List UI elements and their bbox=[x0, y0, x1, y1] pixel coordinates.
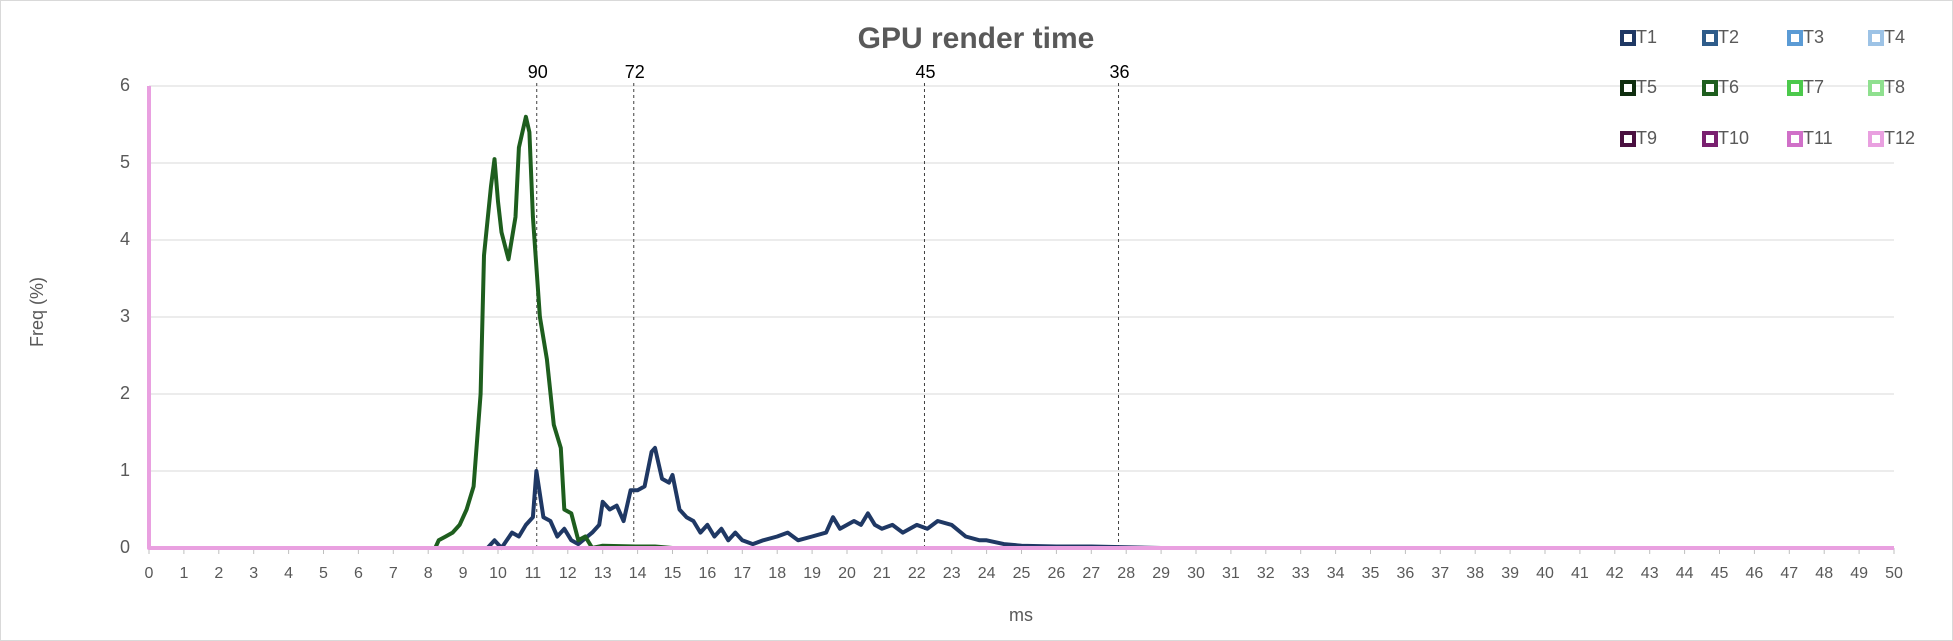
x-tick-label: 17 bbox=[733, 565, 751, 582]
x-tick-label: 36 bbox=[1397, 565, 1415, 582]
x-tick-label: 18 bbox=[768, 565, 786, 582]
x-tick-label: 20 bbox=[838, 565, 856, 582]
y-tick-label: 5 bbox=[120, 152, 130, 172]
legend-label: T7 bbox=[1803, 77, 1824, 97]
x-tick-label: 45 bbox=[1711, 565, 1729, 582]
legend-label: T9 bbox=[1636, 128, 1657, 148]
y-tick-label: 4 bbox=[120, 229, 130, 249]
x-tick-label: 37 bbox=[1431, 565, 1449, 582]
y-tick-label: 0 bbox=[120, 537, 130, 557]
x-tick-label: 38 bbox=[1466, 565, 1484, 582]
legend-marker bbox=[1787, 131, 1803, 147]
legend-marker bbox=[1702, 131, 1718, 147]
legend-label: T11 bbox=[1803, 128, 1833, 148]
legend-label: T4 bbox=[1884, 27, 1905, 47]
x-tick-label: 1 bbox=[179, 565, 188, 582]
x-tick-label: 48 bbox=[1815, 565, 1833, 582]
x-tick-label: 14 bbox=[629, 565, 647, 582]
x-tick-label: 10 bbox=[489, 565, 507, 582]
x-tick-label: 3 bbox=[249, 565, 258, 582]
x-tick-label: 0 bbox=[145, 565, 154, 582]
x-tick-label: 9 bbox=[459, 565, 468, 582]
x-tick-label: 16 bbox=[699, 565, 717, 582]
series-line bbox=[147, 86, 1894, 550]
x-tick-label: 41 bbox=[1571, 565, 1589, 582]
legend-marker bbox=[1620, 30, 1636, 46]
x-tick-label: 39 bbox=[1501, 565, 1519, 582]
x-tick-label: 2 bbox=[214, 565, 223, 582]
x-tick-label: 49 bbox=[1850, 565, 1868, 582]
x-tick-label: 42 bbox=[1606, 565, 1624, 582]
x-tick-label: 25 bbox=[1013, 565, 1031, 582]
x-tick-label: 44 bbox=[1676, 565, 1694, 582]
reference-label: 72 bbox=[625, 62, 645, 82]
legend-label: T12 bbox=[1884, 128, 1915, 148]
legend-label: T1 bbox=[1636, 27, 1657, 47]
x-tick-label: 22 bbox=[908, 565, 926, 582]
y-tick-label: 2 bbox=[120, 383, 130, 403]
legend-marker bbox=[1620, 131, 1636, 147]
x-tick-label: 43 bbox=[1641, 565, 1659, 582]
legend-marker bbox=[1702, 80, 1718, 96]
legend-marker bbox=[1787, 30, 1803, 46]
legend-label: T10 bbox=[1718, 128, 1749, 148]
x-tick-label: 12 bbox=[559, 565, 577, 582]
x-tick-label: 50 bbox=[1885, 565, 1903, 582]
x-tick-label: 4 bbox=[284, 565, 293, 582]
legend-marker bbox=[1868, 80, 1884, 96]
legend-marker bbox=[1787, 80, 1803, 96]
x-tick-label: 30 bbox=[1187, 565, 1205, 582]
reference-label: 45 bbox=[915, 62, 935, 82]
legend-marker bbox=[1868, 131, 1884, 147]
x-tick-label: 46 bbox=[1746, 565, 1764, 582]
legend-marker bbox=[1868, 30, 1884, 46]
legend-label: T6 bbox=[1718, 77, 1739, 97]
x-tick-label: 15 bbox=[664, 565, 682, 582]
x-tick-label: 33 bbox=[1292, 565, 1310, 582]
x-tick-label: 35 bbox=[1362, 565, 1380, 582]
x-tick-label: 47 bbox=[1780, 565, 1798, 582]
x-tick-label: 8 bbox=[424, 565, 433, 582]
reference-label: 90 bbox=[528, 62, 548, 82]
x-tick-label: 13 bbox=[594, 565, 612, 582]
x-tick-label: 23 bbox=[943, 565, 961, 582]
x-tick-label: 26 bbox=[1048, 565, 1066, 582]
y-tick-label: 3 bbox=[120, 306, 130, 326]
x-tick-label: 5 bbox=[319, 565, 328, 582]
legend-label: T3 bbox=[1803, 27, 1824, 47]
legend-label: T5 bbox=[1636, 77, 1657, 97]
legend-label: T2 bbox=[1718, 27, 1739, 47]
x-tick-label: 32 bbox=[1257, 565, 1275, 582]
legend-marker bbox=[1702, 30, 1718, 46]
x-tick-label: 6 bbox=[354, 565, 363, 582]
x-tick-label: 19 bbox=[803, 565, 821, 582]
y-tick-label: 6 bbox=[120, 75, 130, 95]
chart-title: GPU render time bbox=[858, 22, 1095, 55]
x-tick-label: 24 bbox=[978, 565, 996, 582]
legend-label: T8 bbox=[1884, 77, 1905, 97]
reference-label: 36 bbox=[1110, 62, 1130, 82]
x-axis-label: ms bbox=[1009, 605, 1033, 625]
y-tick-label: 1 bbox=[120, 460, 130, 480]
x-tick-label: 34 bbox=[1327, 565, 1345, 582]
series-line bbox=[486, 445, 1162, 550]
x-tick-label: 21 bbox=[873, 565, 891, 582]
legend-marker bbox=[1620, 80, 1636, 96]
y-axis-label: Freq (%) bbox=[27, 277, 47, 347]
x-tick-label: 7 bbox=[389, 565, 398, 582]
x-tick-label: 31 bbox=[1222, 565, 1240, 582]
x-tick-label: 40 bbox=[1536, 565, 1554, 582]
x-tick-label: 27 bbox=[1082, 565, 1100, 582]
x-tick-label: 29 bbox=[1152, 565, 1170, 582]
series-line bbox=[433, 114, 673, 550]
x-tick-label: 11 bbox=[525, 565, 542, 582]
x-tick-label: 28 bbox=[1117, 565, 1135, 582]
